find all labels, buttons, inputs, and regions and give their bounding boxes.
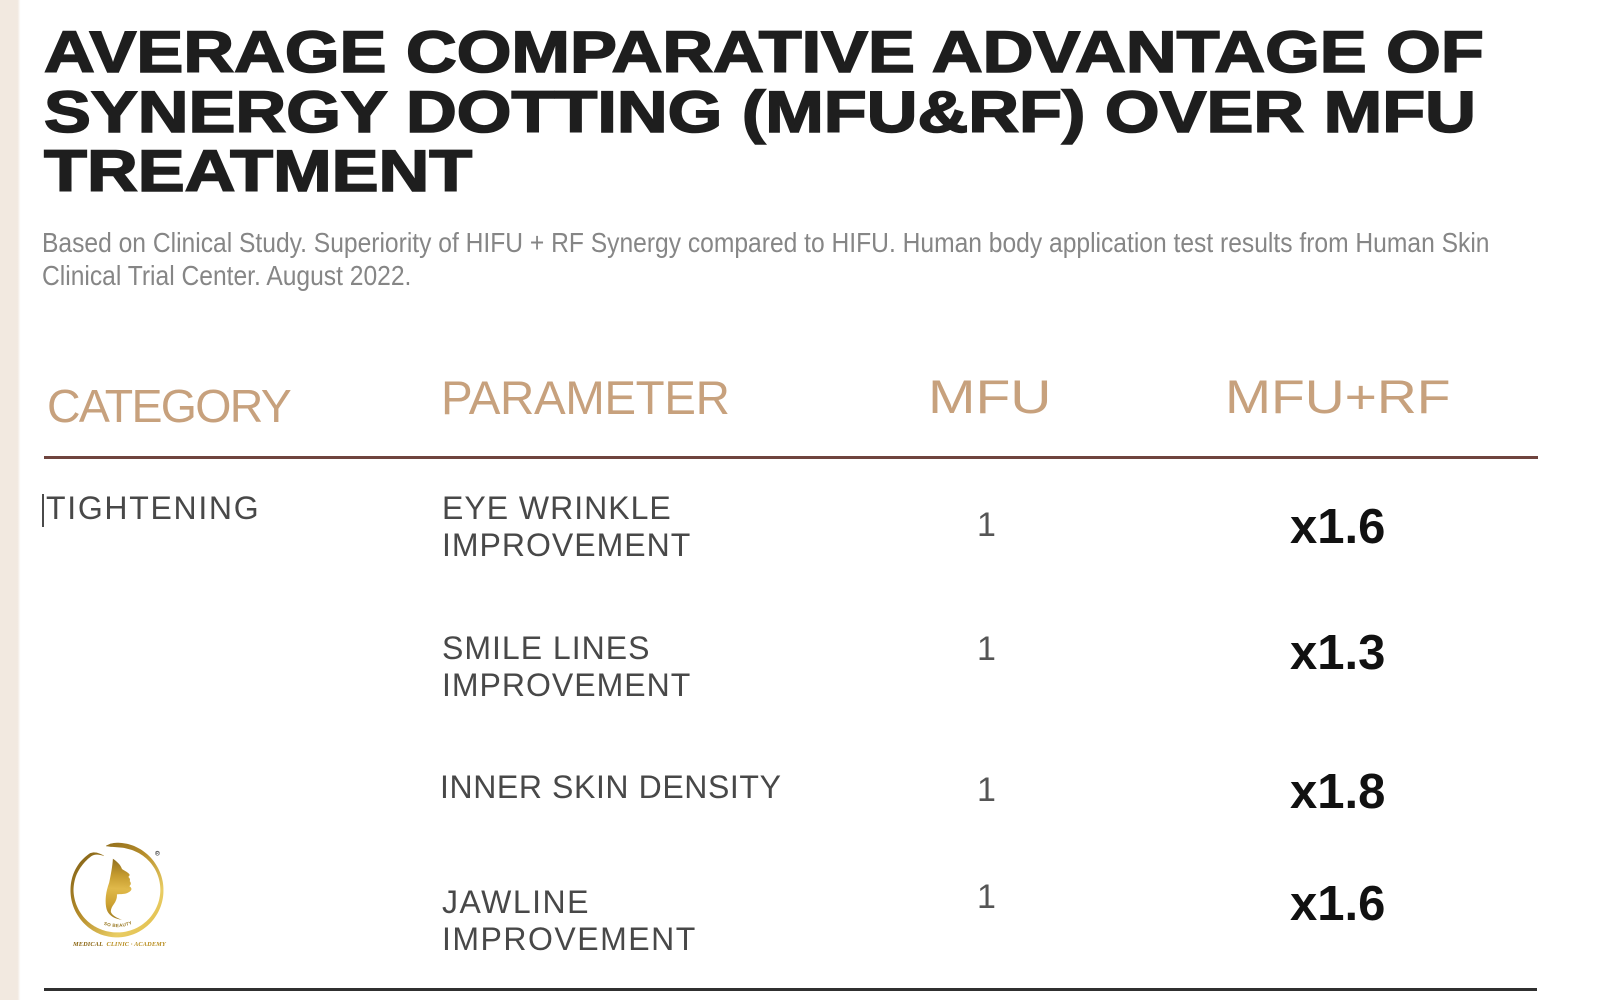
svg-text:SO BEAUTY: SO BEAUTY <box>103 920 133 928</box>
